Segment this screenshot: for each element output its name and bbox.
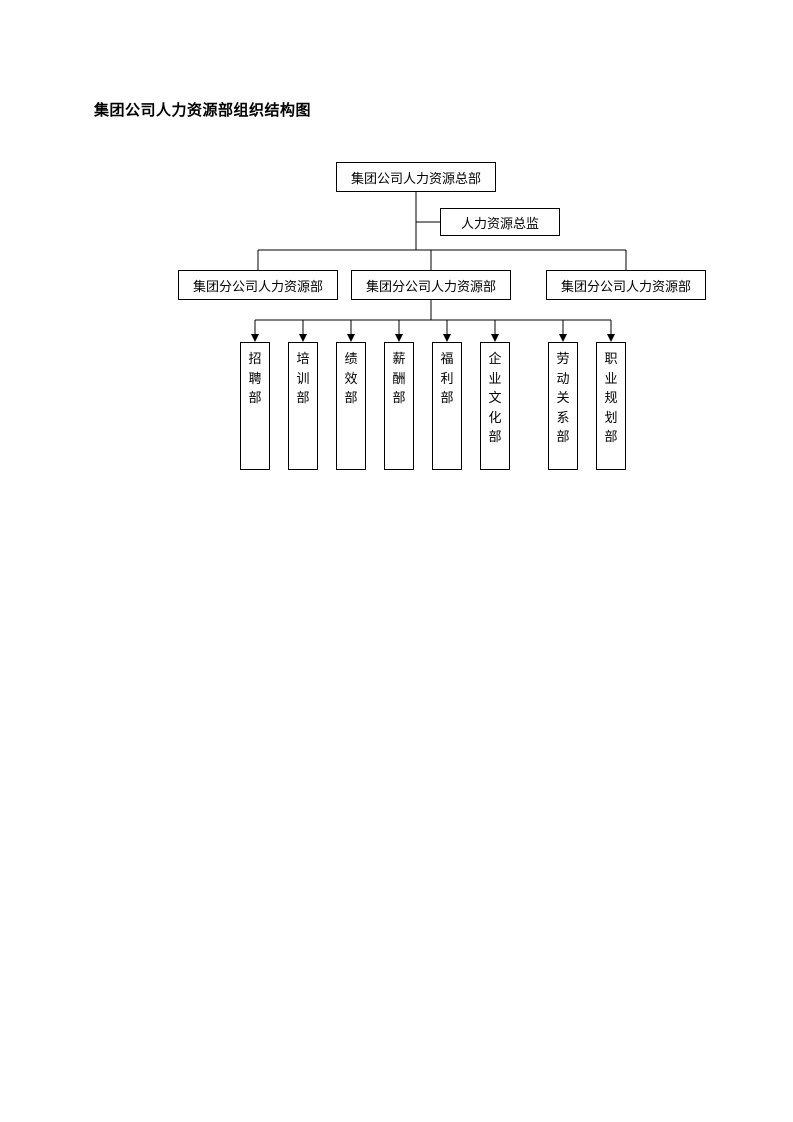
- node-dept-culture: 企业文化部: [480, 342, 510, 470]
- node-branch-2: 集团分公司人力资源部: [351, 270, 511, 300]
- node-dept-labor: 劳动关系部: [548, 342, 578, 470]
- node-dept-recruit: 招聘部: [240, 342, 270, 470]
- node-dept-benefits: 福利部: [432, 342, 462, 470]
- node-root: 集团公司人力资源总部: [336, 162, 496, 192]
- node-branch-3: 集团分公司人力资源部: [546, 270, 706, 300]
- node-dept-career: 职业规划部: [596, 342, 626, 470]
- node-director: 人力资源总监: [440, 208, 560, 236]
- page-title: 集团公司人力资源部组织结构图: [94, 99, 311, 120]
- node-dept-performance: 绩效部: [336, 342, 366, 470]
- node-branch-1: 集团分公司人力资源部: [178, 270, 338, 300]
- page: 集团公司人力资源部组织结构图 集团公司人力资源总部 人力资源: [0, 0, 793, 1122]
- node-dept-compensation: 薪酬部: [384, 342, 414, 470]
- node-dept-training: 培训部: [288, 342, 318, 470]
